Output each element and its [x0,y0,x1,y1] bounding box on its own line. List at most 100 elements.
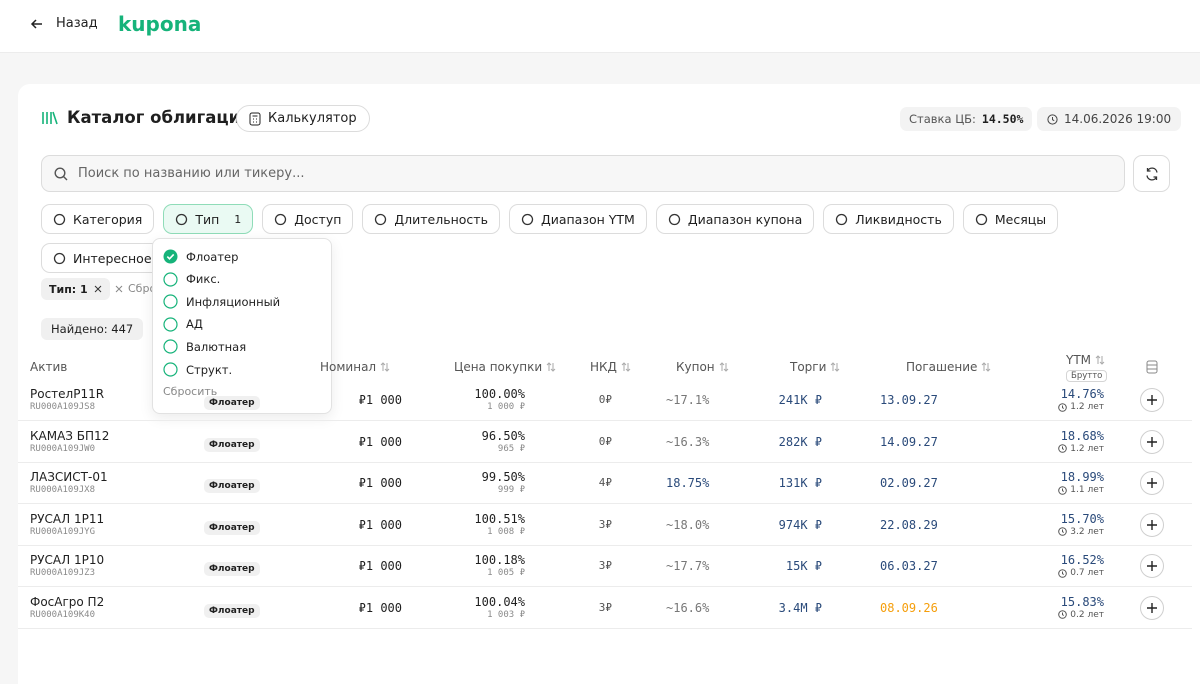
rate-chip: Ставка ЦБ: 14.50% [900,107,1033,131]
column-header[interactable]: Погашение [906,360,991,374]
filter-button[interactable]: Тип 1 [163,204,254,234]
clock-icon-svg [1058,444,1068,453]
clock-icon-svg [1058,402,1068,412]
plus-icon-svg [1147,395,1157,405]
price-rub: 999 ₽ [497,485,525,495]
column-header[interactable]: Торги [790,360,840,374]
sort-icon [830,362,840,372]
ytm: 14.76% [1060,387,1104,401]
ytm: 15.83% [1060,594,1104,609]
calculator-icon [249,112,261,125]
column-label: YTM [1066,353,1092,367]
search-input[interactable]: Поиск по названию или тикеру... [41,155,1125,192]
duration-value: 1.2 лет [1070,402,1104,412]
column-header[interactable]: Номинал [320,360,390,374]
column-header: Актив [30,360,67,374]
table-row[interactable]: ФосАгро П2 RU000A109K40 Флоатер ₽1 000 100.0… [18,588,1192,629]
page: Назад kupona Каталог облигаций Калькулят… [0,12,1200,629]
coupon: ~16.3% [666,434,710,449]
option-radio-svg [163,317,178,332]
coupon: ~17.7% [666,559,710,573]
bond-isin: RU000A109JS8 [30,402,96,412]
add-button[interactable] [1140,512,1164,537]
columns-icon[interactable] [1146,360,1158,374]
calculator-button[interactable]: Калькулятор [236,105,370,132]
option-label: Структ. [186,362,233,377]
clock-icon [1047,113,1058,125]
column-header[interactable]: Цена покупки [454,360,556,374]
duration-value: 1.2 лет [1070,443,1104,454]
type-chip: Флоатер [204,562,260,576]
volume: 15K ₽ [785,559,822,573]
option-label: Фикс. [186,272,221,287]
reset-icon [115,285,123,292]
type-option[interactable]: Флоатер [163,249,238,264]
type-cell: Флоатер [204,477,260,493]
filter-icon-svg [668,213,680,225]
table-row[interactable]: ЛАЗСИСТ-01 RU000A109JX8 Флоатер ₽1 000 99.50… [18,463,1192,504]
bond-name: РУСАЛ 1Р10 [30,553,105,567]
sort-icon [1095,355,1105,365]
add-button[interactable] [1140,429,1164,454]
add-button[interactable] [1140,595,1164,620]
column-header[interactable]: YTM [1066,353,1105,367]
option-radio [163,362,178,377]
bond-isin: RU000A109JZ3 [30,568,96,578]
filter-button[interactable]: Месяцы [962,204,1059,234]
filter-button[interactable]: Длительность [362,204,500,234]
clock-icon-svg [1058,568,1068,578]
filter-button[interactable]: Доступ [262,204,354,234]
clock-icon-svg [1058,485,1068,495]
clock-icon [1058,444,1068,453]
filter-button[interactable]: Диапазон YTM [508,204,647,234]
filter-button[interactable]: Ликвидность [823,204,954,234]
logo[interactable]: kupona [118,12,202,36]
type-option[interactable]: Фикс. [163,271,221,287]
column-header[interactable]: НКД [590,360,631,374]
option-radio [163,249,178,264]
back-button[interactable]: Назад [30,16,98,31]
type-option[interactable]: Инфляционный [163,294,280,309]
price-rub: 1 008 ₽ [487,526,525,537]
duration-value: 3.2 лет [1070,526,1104,537]
active-filter-chip[interactable]: Тип: 1 [41,278,110,300]
filter-button[interactable]: Интересное [41,243,164,273]
refresh-button[interactable] [1133,155,1170,192]
table-row[interactable]: РУСАЛ 1Р11 RU000A109JYG Флоатер ₽1 000 100.5… [18,505,1192,546]
filter-label: Диапазон YTM [540,211,635,227]
type-option[interactable]: Структ. [163,362,232,377]
nkd: 3₽ [598,600,612,614]
column-label: Актив [30,360,68,374]
coupon: ~16.6% [666,600,710,615]
duration: 1.1 лет [1058,485,1104,495]
add-button[interactable] [1140,388,1164,412]
type-option[interactable]: АД [163,317,203,332]
add-button[interactable] [1140,471,1164,495]
price-rub: 1 000 ₽ [487,402,525,412]
price: 100.04% [474,594,525,609]
sort-icon-svg [621,362,631,372]
column-header[interactable]: Купон [676,360,729,374]
column-label: Номинал [320,360,377,374]
plus-icon [1147,602,1157,613]
rate-value: 14.50% [981,112,1024,126]
type-cell: Флоатер [204,560,260,576]
filter-button[interactable]: Диапазон купона [655,204,815,234]
table-row[interactable]: РУСАЛ 1Р10 RU000A109JZ3 Флоатер ₽1 000 100.1… [18,546,1192,587]
column-label: Цена покупки [454,360,543,374]
add-button[interactable] [1140,554,1164,578]
price-rub: 1 005 ₽ [487,568,525,578]
ytm-badge: Брутто [1066,370,1108,382]
coupon: ~17.1% [666,393,710,407]
type-option[interactable]: Валютная [163,339,246,354]
nominal: ₽1 000 [358,517,402,532]
ytm: 16.52% [1060,553,1104,567]
nominal: ₽1 000 [358,476,402,490]
table-row[interactable]: КАМАЗ БП12 RU000A109JW0 Флоатер ₽1 000 96.50… [18,422,1192,463]
ytm: 15.70% [1060,511,1104,526]
price: 100.00% [474,387,525,401]
filter-button[interactable]: Категория [41,204,155,234]
table-row[interactable]: РостелР11R RU000A109JS8 Флоатер ₽1 000 100.0… [18,380,1192,421]
clock-icon-svg [1058,610,1068,619]
dropdown-reset[interactable]: Сбросить [163,385,218,398]
